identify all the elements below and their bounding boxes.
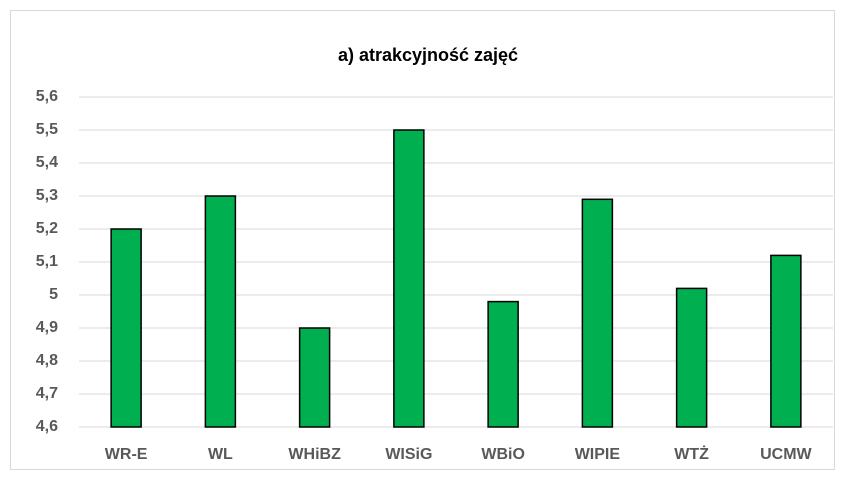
y-tick-label: 5,5 [36,121,58,138]
bar [581,198,614,428]
x-tick-label: UCMW [760,446,812,463]
x-tick-label: WBiO [481,446,525,463]
y-tick-label: 4,6 [36,418,58,435]
x-tick-label: WHiBZ [288,446,341,463]
bar [487,300,519,428]
x-tick-label: WL [208,446,233,463]
x-tick-label: WIPIE [575,446,621,463]
y-tick-label: 5,4 [36,154,58,171]
y-tick-label: 4,9 [36,319,58,336]
chart-title: a) atrakcyjność zajęć [338,45,518,65]
bar [393,129,425,428]
bar [675,287,708,428]
y-tick-label: 5,1 [36,253,58,270]
y-tick-label: 5,6 [36,88,58,105]
bar [204,195,237,428]
y-tick-label: 5,3 [36,187,58,204]
y-tick-label: 4,8 [36,352,58,369]
x-tick-label: WTŻ [674,445,709,463]
y-tick-label: 5,2 [36,220,58,237]
bar [298,327,331,428]
x-tick-label: WISiG [385,446,432,463]
x-tick-label: WR-E [105,446,148,463]
bar [110,228,142,428]
y-tick-label: 5 [49,286,58,303]
y-tick-label: 4,7 [36,385,58,402]
bar [770,254,802,428]
